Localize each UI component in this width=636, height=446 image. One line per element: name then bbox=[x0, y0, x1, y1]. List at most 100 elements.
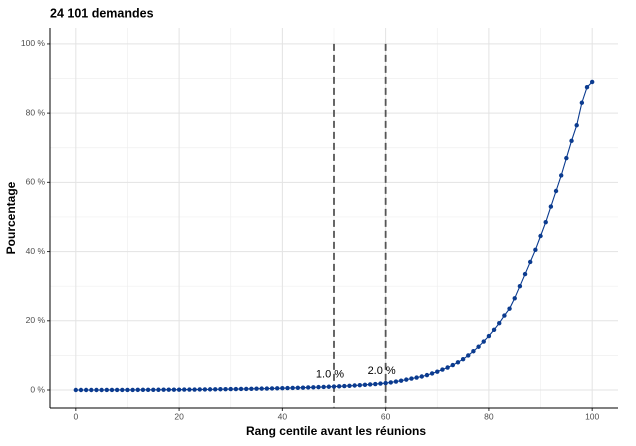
data-point bbox=[197, 387, 202, 392]
data-point bbox=[373, 381, 378, 387]
data-point bbox=[419, 374, 424, 379]
data-point bbox=[517, 283, 523, 289]
data-point bbox=[202, 387, 208, 392]
data-point bbox=[404, 377, 409, 382]
data-point bbox=[424, 372, 430, 378]
data-point bbox=[280, 385, 285, 391]
data-point bbox=[450, 362, 455, 368]
data-point bbox=[336, 384, 342, 389]
data-point bbox=[259, 386, 264, 391]
data-point bbox=[269, 386, 275, 391]
data-point bbox=[378, 381, 383, 386]
data-point bbox=[476, 344, 481, 349]
annotation: 1.0 % bbox=[316, 368, 344, 380]
data-point bbox=[414, 375, 419, 380]
data-point bbox=[238, 386, 244, 392]
x-axis-title: Rang centile avant les réunions bbox=[246, 424, 426, 438]
data-point bbox=[569, 138, 574, 144]
x-tick-label: 0 bbox=[73, 411, 78, 421]
data-point bbox=[326, 384, 332, 389]
data-point bbox=[218, 387, 223, 392]
data-point bbox=[393, 379, 399, 384]
data-point bbox=[409, 376, 414, 381]
data-point bbox=[187, 387, 192, 392]
data-point bbox=[120, 387, 125, 393]
data-point bbox=[285, 385, 290, 391]
x-tick-label: 20 bbox=[174, 411, 184, 421]
data-point bbox=[228, 386, 233, 392]
data-point bbox=[151, 387, 156, 392]
data-point bbox=[176, 387, 182, 392]
x-tick-label: 40 bbox=[278, 411, 288, 421]
data-point bbox=[321, 384, 326, 390]
data-point bbox=[491, 327, 497, 332]
y-axis-title: Pourcentage bbox=[4, 181, 18, 254]
data-point bbox=[295, 385, 301, 390]
data-point bbox=[574, 123, 579, 128]
data-point bbox=[553, 188, 559, 194]
data-point bbox=[471, 349, 476, 354]
data-point bbox=[435, 369, 440, 374]
data-point bbox=[89, 387, 94, 393]
data-point bbox=[213, 387, 218, 392]
data-point bbox=[502, 313, 507, 318]
data-point bbox=[564, 155, 569, 161]
data-point bbox=[367, 382, 373, 387]
data-point bbox=[135, 387, 140, 393]
data-point bbox=[522, 271, 528, 277]
data-point bbox=[347, 383, 352, 389]
data-point bbox=[481, 339, 486, 344]
data-point bbox=[548, 204, 554, 209]
data-point bbox=[466, 353, 471, 358]
y-tick-label: 40 % bbox=[26, 246, 46, 256]
data-point bbox=[383, 380, 388, 386]
x-tick-label: 60 bbox=[381, 411, 391, 421]
data-point bbox=[398, 378, 404, 383]
data-point bbox=[486, 333, 492, 339]
x-tick-label: 80 bbox=[484, 411, 494, 421]
data-point bbox=[512, 296, 517, 301]
data-point bbox=[207, 387, 213, 392]
y-tick-label: 100 % bbox=[21, 38, 46, 48]
annotation: 2.0 % bbox=[368, 365, 396, 377]
data-point bbox=[445, 365, 450, 370]
data-point bbox=[538, 233, 543, 239]
data-point bbox=[249, 386, 254, 391]
data-point bbox=[94, 387, 99, 393]
data-point bbox=[290, 385, 295, 391]
data-point bbox=[460, 357, 466, 362]
data-point bbox=[192, 387, 197, 392]
data-point bbox=[275, 386, 280, 391]
data-point bbox=[589, 79, 595, 85]
y-tick-label: 0 % bbox=[30, 384, 45, 394]
data-point bbox=[311, 385, 316, 390]
data-point bbox=[579, 100, 585, 105]
data-point bbox=[83, 387, 89, 393]
data-point bbox=[109, 387, 115, 393]
y-tick-label: 20 % bbox=[26, 315, 46, 325]
data-point bbox=[331, 384, 337, 389]
data-point bbox=[161, 387, 166, 392]
data-point bbox=[362, 382, 368, 388]
data-point bbox=[78, 387, 84, 393]
data-point bbox=[584, 84, 590, 90]
data-point bbox=[352, 383, 357, 388]
data-point bbox=[114, 387, 120, 393]
data-point bbox=[455, 360, 461, 365]
data-point bbox=[99, 387, 104, 393]
data-point bbox=[73, 387, 79, 393]
data-point bbox=[104, 387, 110, 393]
data-point bbox=[125, 387, 130, 393]
data-point bbox=[182, 387, 187, 392]
data-point bbox=[559, 173, 564, 178]
data-point bbox=[166, 387, 171, 392]
data-point bbox=[429, 371, 435, 376]
x-tick-label: 100 bbox=[585, 411, 599, 421]
data-point bbox=[357, 382, 363, 388]
y-tick-label: 60 % bbox=[26, 177, 46, 187]
data-point bbox=[497, 321, 502, 326]
data-point bbox=[440, 367, 445, 372]
data-point bbox=[528, 259, 533, 265]
data-point bbox=[171, 387, 177, 392]
